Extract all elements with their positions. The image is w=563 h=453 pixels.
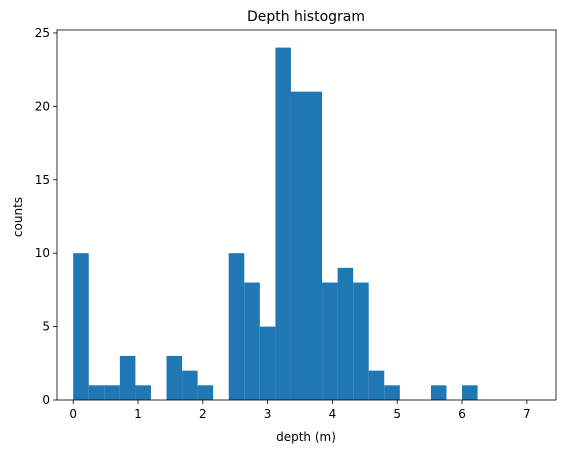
- histogram-bar: [462, 385, 478, 400]
- y-tick-label: 0: [42, 393, 50, 407]
- histogram-bar: [322, 282, 338, 400]
- histogram-bar: [135, 385, 151, 400]
- chart-title: Depth histogram: [247, 9, 365, 25]
- x-tick-label: 1: [134, 407, 142, 421]
- histogram-bar: [275, 47, 291, 400]
- x-tick-label: 7: [523, 407, 531, 421]
- x-ticks: 0 1 2 3 4 5 6 7: [69, 400, 531, 421]
- y-tick-label: 10: [35, 246, 50, 260]
- histogram-bar: [166, 355, 183, 400]
- histogram-bar: [228, 253, 245, 400]
- histogram-bar: [197, 385, 214, 400]
- bars-group: [73, 47, 478, 401]
- histogram-bar: [104, 385, 120, 400]
- histogram-bar: [353, 282, 369, 400]
- plot-frame: [56, 29, 557, 401]
- histogram-bar: [384, 385, 400, 400]
- histogram-bar: [368, 370, 385, 400]
- y-tick-label: 15: [35, 173, 50, 187]
- histogram-bar: [259, 326, 276, 400]
- histogram-bar: [73, 253, 89, 400]
- x-tick-label: 6: [458, 407, 466, 421]
- x-tick-label: 3: [264, 407, 272, 421]
- x-axis-label: depth (m): [276, 430, 336, 444]
- y-tick-label: 20: [35, 99, 50, 113]
- y-tick-label: 25: [35, 26, 50, 40]
- x-tick-label: 0: [69, 407, 77, 421]
- x-tick-label: 5: [393, 407, 401, 421]
- y-axis-label: counts: [11, 197, 25, 237]
- histogram-bar: [244, 282, 260, 400]
- histogram-bar: [306, 91, 323, 401]
- x-tick-label: 2: [199, 407, 207, 421]
- histogram-bar: [119, 355, 136, 400]
- histogram-bar: [430, 385, 447, 400]
- histogram-bar: [182, 370, 198, 400]
- x-tick-label: 4: [329, 407, 337, 421]
- histogram-bar: [290, 91, 307, 401]
- y-tick-label: 5: [42, 320, 50, 334]
- histogram-bar: [88, 385, 105, 400]
- histogram-bar: [337, 267, 354, 400]
- y-ticks: 0 5 10 15 20 25: [35, 26, 57, 407]
